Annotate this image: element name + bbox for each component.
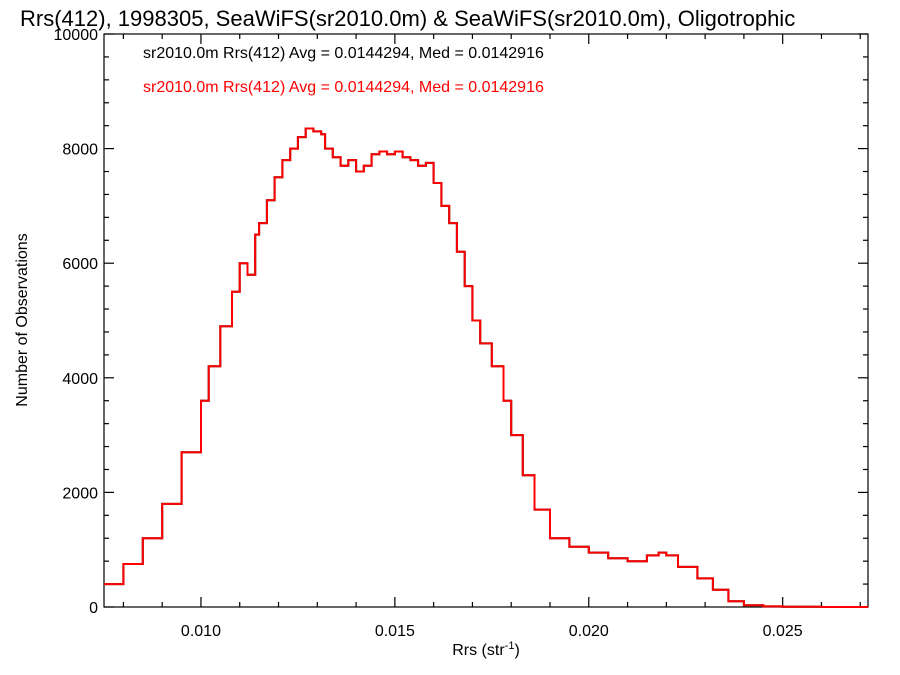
histogram-series-1 [104, 127, 868, 608]
legend-entry-2: sr2010.0m Rrs(412) Avg = 0.0144294, Med … [143, 79, 544, 96]
y-tick-label: 0 [89, 600, 98, 617]
plot-frame [103, 33, 869, 608]
x-tick-label: 0.020 [569, 623, 609, 640]
y-tick-label: 6000 [62, 256, 98, 273]
x-axis-label: Rrs (str-1) [452, 640, 520, 659]
y-tick-label: 8000 [62, 142, 98, 159]
y-tick-label: 4000 [62, 371, 98, 388]
x-tick-label: 0.025 [763, 623, 803, 640]
axis-ticks [104, 33, 868, 608]
y-tick-label: 2000 [62, 485, 98, 502]
histogram-series-2 [104, 127, 868, 608]
x-tick-label: 0.010 [181, 623, 221, 640]
chart-title: Rrs(412), 1998305, SeaWiFS(sr2010.0m) & … [20, 6, 795, 31]
histogram-series-layer [104, 127, 868, 608]
legend-entry-1: sr2010.0m Rrs(412) Avg = 0.0144294, Med … [143, 45, 544, 62]
y-tick-label: 10000 [54, 27, 99, 44]
x-tick-label: 0.015 [375, 623, 415, 640]
axis-tick-labels: 0.010 0.015 0.020 0.025 0 2000 4000 6000 8000 100… [54, 27, 803, 640]
y-axis-label: Number of Observations [14, 233, 31, 406]
